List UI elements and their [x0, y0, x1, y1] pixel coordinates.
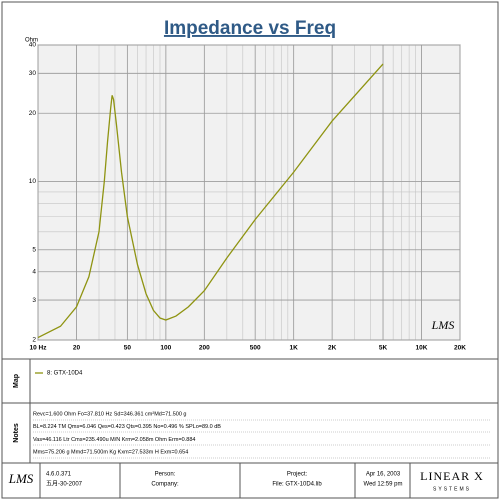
note-line: BL=8.224 TM Qms=6.046 Qes=0.423 Qts=0.39…	[33, 424, 221, 430]
brand-sub: SYSTEMS	[433, 486, 471, 492]
grid	[37, 44, 461, 341]
company: Company:	[151, 482, 179, 488]
plot-area	[37, 44, 461, 341]
time: Wed 12:59 pm	[364, 482, 403, 488]
note-line: Revc=1.600 Ohm Fo=37.810 Hz Sd=346.361 c…	[33, 411, 186, 417]
date: Apr 16, 2003	[366, 472, 401, 478]
y-tick-label: 2	[32, 337, 36, 344]
note-line: Vas=46.116 Ltr Cms=235.490u M/N Krm=2.05…	[33, 437, 195, 443]
y-tick-label: 4	[32, 268, 36, 275]
map-label: Map	[13, 374, 20, 388]
person: Person:	[155, 472, 176, 478]
x-tick-label: 10 Hz	[30, 345, 48, 352]
x-tick-label: 500	[250, 345, 261, 352]
build-date: 五月-30-2007	[46, 481, 83, 488]
impedance-curve	[37, 63, 384, 339]
notes-rules	[33, 419, 490, 459]
y-tick-label: 20	[29, 110, 37, 117]
x-tick-label: 200	[199, 345, 210, 352]
brand: LINEAR X	[420, 469, 484, 483]
footer-logo: LMS	[8, 471, 34, 486]
x-tick-label: 20	[73, 345, 81, 352]
chart-title: Impedance vs Freq	[164, 18, 336, 39]
y-tick-label: 5	[32, 246, 36, 253]
version: 4.6.0.371	[46, 472, 72, 478]
y-tick-label: 30	[29, 70, 37, 77]
watermark: LMS	[431, 318, 455, 332]
x-tick-label: 20K	[454, 345, 466, 352]
note-line: Mms=75.206 g Mmd=71.500m Kg Kxm=27.533m …	[33, 450, 188, 456]
x-tick-label: 1K	[290, 345, 299, 352]
y-tick-label: 40	[29, 42, 37, 49]
legend-label: 8: GTX-10D4	[47, 371, 83, 377]
x-tick-label: 2K	[328, 345, 337, 352]
x-tick-label: 50	[124, 345, 132, 352]
y-tick-label: 10	[29, 178, 37, 185]
project: Project:	[287, 472, 308, 478]
x-tick-label: 100	[160, 345, 171, 352]
y-tick-label: 3	[32, 297, 36, 304]
x-tick-label: 5K	[379, 345, 388, 352]
x-tick-label: 10K	[416, 345, 428, 352]
file: File: GTX-10D4.lib	[272, 482, 322, 488]
footer-dividers	[39, 463, 411, 498]
notes-label: Notes	[13, 423, 20, 443]
y-unit: Ohm	[25, 38, 38, 44]
